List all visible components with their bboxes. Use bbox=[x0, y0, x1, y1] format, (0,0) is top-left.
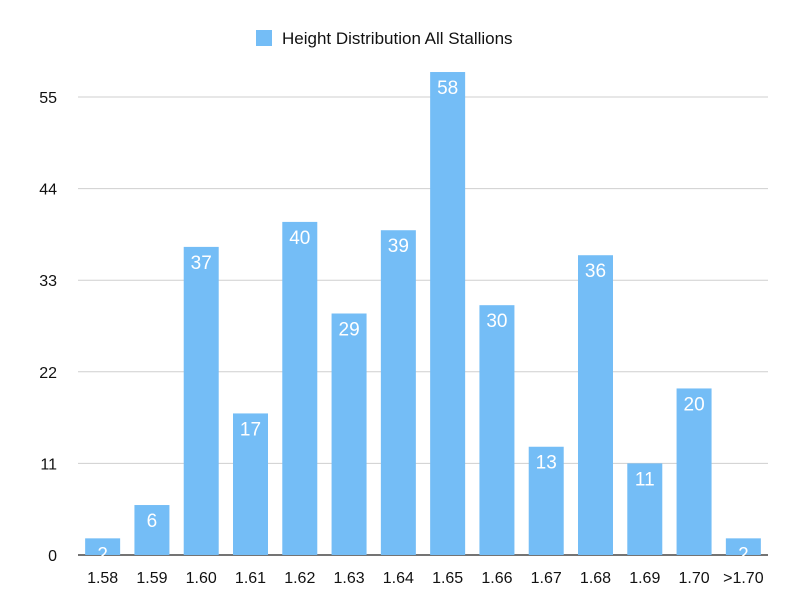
y-tick-label: 22 bbox=[39, 365, 57, 382]
x-tick-label: 1.59 bbox=[136, 570, 167, 587]
gridlines bbox=[78, 96, 768, 556]
bar bbox=[725, 538, 761, 555]
bar bbox=[479, 305, 515, 555]
x-tick-label: 1.62 bbox=[284, 570, 315, 587]
legend: Height Distribution All Stallions bbox=[256, 29, 513, 48]
bar bbox=[676, 388, 712, 555]
bar bbox=[528, 446, 564, 555]
x-axis-tick-labels: 1.58 1.59 1.60 1.61 1.62 1.63 1.64 1.65 1.66 1.67… bbox=[87, 570, 764, 587]
x-tick-label: 1.70 bbox=[679, 570, 710, 587]
data-label: 36 bbox=[585, 261, 606, 282]
y-tick-label: 33 bbox=[39, 273, 57, 290]
legend-swatch bbox=[256, 30, 272, 46]
y-tick-label: 11 bbox=[40, 456, 57, 473]
y-tick-label: 0 bbox=[48, 548, 57, 565]
bar bbox=[233, 413, 268, 555]
data-label: 13 bbox=[536, 453, 557, 474]
data-label: 29 bbox=[339, 320, 360, 341]
x-tick-label: 1.66 bbox=[481, 570, 512, 587]
legend-label: Height Distribution All Stallions bbox=[282, 29, 513, 48]
bar bbox=[282, 221, 318, 555]
data-labels: 2 6 37 17 40 29 39 58 30 13 36 11 20 2 bbox=[97, 78, 748, 565]
y-axis-tick-labels: 0 11 22 33 44 55 bbox=[39, 90, 57, 565]
x-tick-label: 1.67 bbox=[531, 570, 562, 587]
x-tick-label: 1.60 bbox=[186, 570, 217, 587]
data-label: 40 bbox=[289, 228, 310, 249]
bar bbox=[331, 313, 367, 555]
data-label: 30 bbox=[486, 311, 507, 332]
data-label: 20 bbox=[684, 394, 705, 415]
bar bbox=[134, 505, 170, 555]
x-tick-label: 1.65 bbox=[432, 570, 463, 587]
bar bbox=[578, 255, 613, 555]
x-tick-label: 1.63 bbox=[334, 570, 365, 587]
x-tick-label: 1.69 bbox=[629, 570, 660, 587]
x-tick-label: 1.68 bbox=[580, 570, 611, 587]
data-label: 39 bbox=[388, 236, 409, 257]
bar bbox=[183, 246, 219, 555]
data-label: 37 bbox=[191, 253, 212, 274]
bars bbox=[85, 72, 761, 555]
data-label: 6 bbox=[147, 511, 158, 532]
data-label: 11 bbox=[635, 469, 655, 490]
bar bbox=[85, 538, 121, 555]
data-label: 58 bbox=[437, 78, 458, 99]
x-tick-label: >1.70 bbox=[723, 570, 764, 587]
data-label: 2 bbox=[738, 544, 749, 565]
bar bbox=[430, 72, 466, 555]
data-label: 17 bbox=[240, 419, 261, 440]
x-tick-label: 1.64 bbox=[383, 570, 414, 587]
x-tick-label: 1.58 bbox=[87, 570, 118, 587]
y-tick-label: 44 bbox=[39, 182, 57, 199]
bar bbox=[627, 463, 663, 555]
y-tick-label: 55 bbox=[39, 90, 57, 107]
bar bbox=[380, 230, 416, 555]
x-tick-label: 1.61 bbox=[235, 570, 266, 587]
data-label: 2 bbox=[97, 544, 108, 565]
